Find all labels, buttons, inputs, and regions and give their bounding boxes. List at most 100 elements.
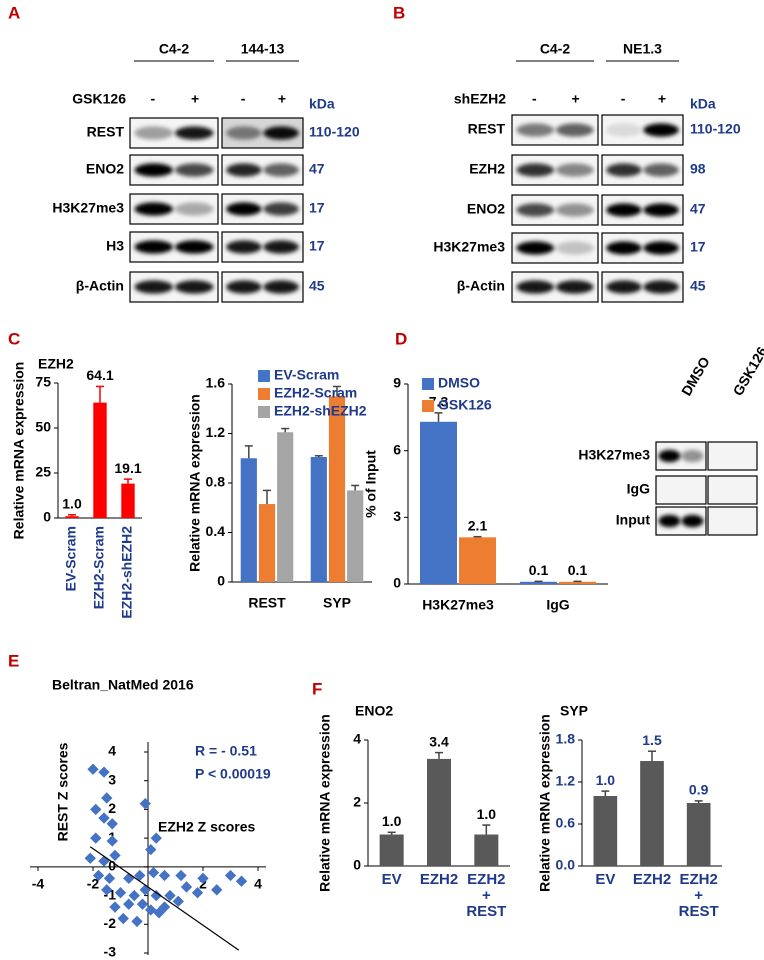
x-tick-label-box: EZH2 + REST bbox=[678, 872, 719, 920]
band bbox=[516, 241, 555, 255]
legend-swatch bbox=[258, 388, 270, 400]
lane-label: + bbox=[658, 91, 666, 107]
bar bbox=[474, 834, 499, 866]
point bbox=[150, 889, 162, 902]
x-tick-label: REST bbox=[248, 595, 286, 611]
treatment-label: shEZH2 bbox=[454, 91, 506, 107]
x-tick-label: EZH2 + REST bbox=[678, 872, 719, 920]
band bbox=[606, 203, 642, 217]
band bbox=[174, 126, 214, 140]
y-tick-label: 0.6 bbox=[556, 815, 576, 831]
band bbox=[643, 203, 679, 217]
band bbox=[226, 202, 262, 216]
bar bbox=[593, 796, 618, 866]
point bbox=[145, 843, 157, 856]
point bbox=[158, 869, 171, 882]
x-tick-label-box: EZH2 + REST bbox=[466, 872, 507, 920]
row-label: β-Actin bbox=[76, 278, 124, 294]
unit-label: kDa bbox=[309, 96, 335, 112]
band bbox=[516, 163, 555, 177]
bar bbox=[258, 504, 276, 582]
point bbox=[84, 852, 96, 864]
point bbox=[131, 915, 143, 928]
x-tick-label-box: EZH2 bbox=[632, 872, 672, 888]
y-axis-label: Relative mRNA expression bbox=[187, 394, 203, 572]
data-label: 1.0 bbox=[477, 806, 497, 822]
unit-label: kDa bbox=[690, 96, 716, 112]
y-tick-label: 2 bbox=[108, 800, 116, 816]
lane-label: - bbox=[241, 91, 246, 107]
point bbox=[109, 901, 121, 913]
x-tick-label: EZH2 bbox=[632, 872, 672, 888]
error-bar bbox=[333, 385, 341, 397]
panel-label: E bbox=[8, 651, 19, 670]
band bbox=[606, 163, 642, 177]
band bbox=[174, 163, 214, 177]
error-bar bbox=[124, 478, 132, 484]
bar bbox=[277, 432, 294, 582]
bar bbox=[520, 581, 557, 584]
y-tick-label: 0.8 bbox=[206, 474, 226, 490]
band bbox=[174, 280, 214, 294]
panel-label: B bbox=[393, 3, 405, 22]
legend-label: DMSO bbox=[438, 375, 480, 391]
lane-label: - bbox=[151, 91, 156, 107]
point bbox=[139, 798, 151, 810]
y-tick-label: -3 bbox=[104, 944, 117, 960]
band bbox=[263, 202, 299, 216]
kda-label: 110-120 bbox=[309, 124, 360, 140]
point bbox=[134, 869, 146, 882]
error-bar bbox=[314, 455, 323, 458]
legend-swatch bbox=[422, 400, 434, 412]
error-bar bbox=[648, 750, 656, 761]
y-tick-label: 50 bbox=[35, 419, 51, 435]
band bbox=[263, 280, 299, 294]
data-label: 2.1 bbox=[468, 517, 488, 533]
error-bar bbox=[694, 800, 703, 803]
bar bbox=[310, 457, 327, 582]
row-label: IgG bbox=[627, 481, 650, 497]
y-tick-label: 0 bbox=[108, 858, 116, 874]
bar bbox=[640, 761, 664, 866]
legend-label: EZH2-shEZH2 bbox=[274, 403, 367, 419]
band bbox=[606, 123, 642, 137]
row-label: REST bbox=[468, 121, 506, 137]
row-label: β-Actin bbox=[457, 278, 505, 294]
band bbox=[263, 240, 299, 254]
row-label: H3K27me3 bbox=[52, 200, 124, 216]
band bbox=[681, 449, 704, 463]
lane-label: + bbox=[191, 91, 199, 107]
band bbox=[658, 449, 681, 463]
y-tick-label: 1.2 bbox=[206, 424, 226, 440]
x-tick-label: EZH2 + REST bbox=[466, 872, 507, 920]
bar bbox=[459, 537, 496, 584]
data-label: 1.0 bbox=[596, 772, 616, 788]
y-tick-label: 1.6 bbox=[206, 375, 226, 391]
kda-label: 110-120 bbox=[690, 121, 741, 137]
blot-box bbox=[707, 441, 758, 471]
data-label: 1.5 bbox=[642, 732, 662, 748]
point bbox=[150, 832, 162, 844]
y-tick-label: 1.8 bbox=[556, 731, 576, 747]
band bbox=[643, 280, 679, 294]
band bbox=[134, 280, 174, 294]
point bbox=[103, 872, 116, 884]
y-tick-label: 75 bbox=[35, 374, 51, 390]
band bbox=[658, 514, 681, 528]
x-tick-label: EV bbox=[381, 872, 402, 888]
point bbox=[147, 866, 160, 879]
y-tick-label: 4 bbox=[353, 731, 361, 747]
point bbox=[235, 875, 248, 887]
bar bbox=[347, 490, 364, 582]
kda-label: 47 bbox=[309, 161, 325, 177]
band bbox=[606, 241, 642, 255]
error-bar bbox=[482, 824, 491, 835]
annotation: P < 0.00019 bbox=[195, 766, 271, 782]
legend-swatch bbox=[422, 378, 434, 390]
column-header: C4-2 bbox=[159, 41, 190, 57]
error-bar bbox=[435, 751, 443, 759]
band bbox=[134, 240, 174, 254]
point bbox=[175, 869, 187, 882]
row-label: REST bbox=[87, 124, 125, 140]
